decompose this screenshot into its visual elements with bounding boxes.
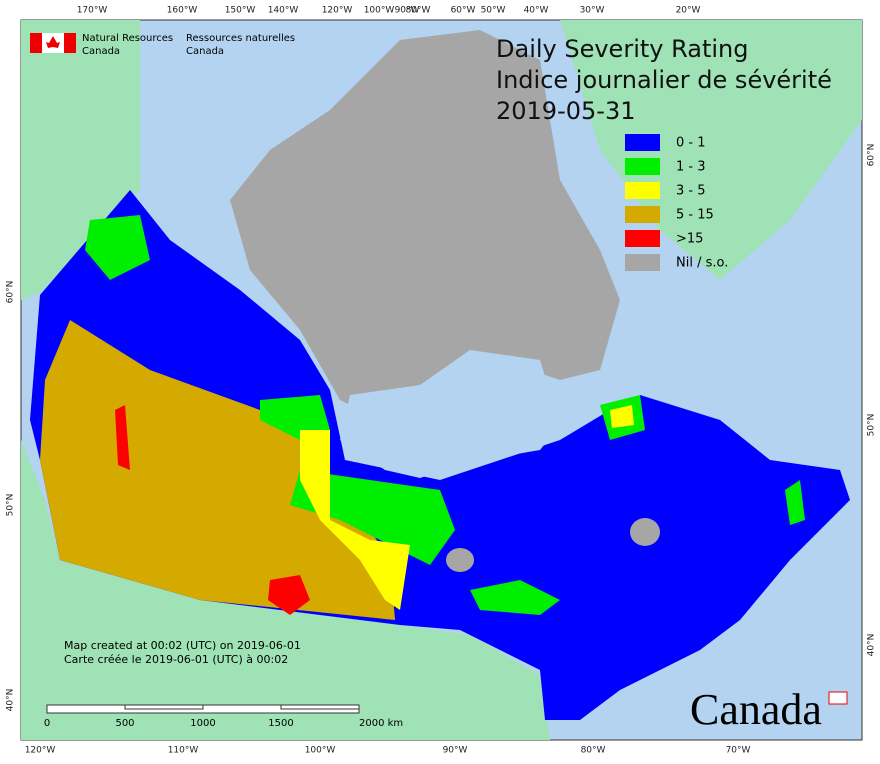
bottom-tick: 120°W <box>25 746 56 756</box>
scale-bar <box>280 704 360 710</box>
left-tick: 50°N <box>6 494 16 517</box>
severity-area <box>260 395 330 440</box>
flag <box>64 33 76 53</box>
legend-label: 0 - 1 <box>676 136 706 151</box>
credit: Carte créée le 2019-06-01 (UTC) à 00:02 <box>64 653 288 666</box>
lake <box>446 548 474 572</box>
credit: Map created at 00:02 (UTC) on 2019-06-01 <box>64 639 301 652</box>
hudson-bay <box>340 350 560 478</box>
top-tick: 90°W <box>395 6 420 16</box>
top-tick: 30°W <box>580 6 605 16</box>
severity-area <box>610 405 634 428</box>
legend-swatch <box>625 134 660 151</box>
alaska <box>21 20 140 300</box>
top-tick: 150°W <box>225 6 256 16</box>
top-tick: 60°W <box>451 6 476 16</box>
top-tick: 120°W <box>322 6 353 16</box>
wordmark-flag <box>828 691 848 705</box>
legend-label: Nil / s.o. <box>676 256 728 271</box>
scale-bar <box>124 704 204 710</box>
other-land <box>21 20 862 740</box>
legend-label: >15 <box>676 232 703 247</box>
legend-label: 3 - 5 <box>676 184 706 199</box>
right-tick: 50°N <box>867 414 877 437</box>
agency-fr: Ressources naturelles <box>186 33 295 44</box>
top-tick: 160°W <box>167 6 198 16</box>
bottom-tick: 110°W <box>168 746 199 756</box>
legend-swatch <box>625 158 660 175</box>
severity-area <box>85 215 150 280</box>
title: Indice journalier de sévérité <box>496 66 832 94</box>
scale-label: 500 <box>115 718 134 729</box>
flag-leaf <box>46 36 60 48</box>
agency-fr: Canada <box>186 46 224 57</box>
legend-swatch <box>625 230 660 247</box>
legend-swatch <box>625 182 660 199</box>
bottom-tick: 90°W <box>443 746 468 756</box>
severity-area <box>268 575 310 615</box>
severity-area <box>470 580 560 615</box>
severity-area <box>115 405 130 470</box>
severity-area <box>785 480 805 525</box>
lake <box>630 518 660 546</box>
title: Daily Severity Rating <box>496 35 748 63</box>
bottom-tick: 70°W <box>726 746 751 756</box>
legend-label: 5 - 15 <box>676 208 714 223</box>
bottom-tick: 80°W <box>581 746 606 756</box>
top-tick: 80°W <box>406 6 431 16</box>
top-tick: 40°W <box>524 6 549 16</box>
top-tick: 170°W <box>77 6 108 16</box>
title: 2019-05-31 <box>496 97 635 125</box>
top-tick: 50°W <box>481 6 506 16</box>
wordmark: Canada <box>690 685 822 734</box>
usa <box>21 440 550 740</box>
left-tick: 60°N <box>6 281 16 304</box>
severity-area <box>290 470 455 565</box>
legend-label: 1 - 3 <box>676 160 706 175</box>
agency-en: Natural Resources <box>82 33 173 44</box>
arctic <box>230 30 620 420</box>
scale-label: 0 <box>44 718 50 729</box>
scale-label: 1500 <box>268 718 293 729</box>
legend-swatch <box>625 254 660 271</box>
scale-label: 2000 km <box>359 718 403 729</box>
greenland <box>560 20 862 280</box>
top-tick: 20°W <box>676 6 701 16</box>
severity-area <box>40 320 395 620</box>
flag <box>30 33 42 53</box>
bottom-tick: 100°W <box>305 746 336 756</box>
left-tick: 40°N <box>6 689 16 712</box>
right-tick: 60°N <box>867 144 877 167</box>
legend-swatch <box>625 206 660 223</box>
severity-area <box>300 430 410 610</box>
right-tick: 40°N <box>867 634 877 657</box>
top-tick: 100°W <box>364 6 395 16</box>
agency-en: Canada <box>82 46 120 57</box>
top-tick: 140°W <box>268 6 299 16</box>
scale-label: 1000 <box>190 718 215 729</box>
